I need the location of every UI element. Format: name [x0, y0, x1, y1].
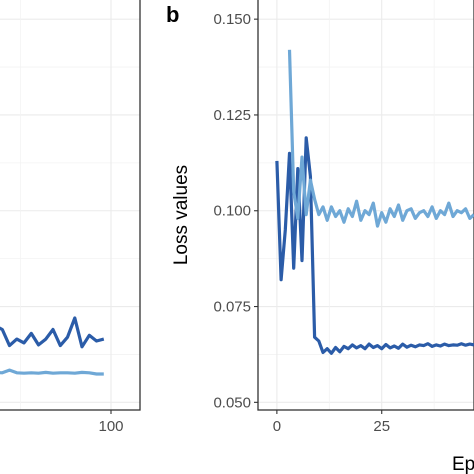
panel-border — [257, 0, 474, 411]
x-axis-title: Ep — [452, 454, 474, 474]
grid — [0, 0, 140, 410]
series-line-2 — [0, 368, 104, 376]
series-line-2 — [287, 49, 474, 228]
series-line-1 — [0, 316, 105, 349]
x-tick-label: 0 — [273, 418, 281, 435]
y-tick-label: 0.150 — [213, 11, 251, 28]
panel-letter: b — [166, 2, 179, 27]
x-tick-label: 100 — [98, 418, 123, 435]
y-tick-label: 0.100 — [213, 203, 251, 220]
series-group — [275, 49, 474, 355]
panel-border — [0, 0, 141, 411]
y-axis-title: Loss values — [171, 165, 192, 265]
y-tick-label: 0.075 — [213, 299, 251, 316]
y-tick-label: 0.125 — [213, 107, 251, 124]
panel-a: 75100 — [0, 0, 141, 435]
panel-b: 0 25 0.050 0.075 0.100 0.125 0.150 Loss values E… — [166, 0, 474, 474]
x-tick-label: 25 — [373, 418, 390, 435]
series-group — [0, 316, 105, 376]
series-line-1 — [275, 136, 474, 355]
y-tick-label: 0.050 — [213, 394, 251, 411]
